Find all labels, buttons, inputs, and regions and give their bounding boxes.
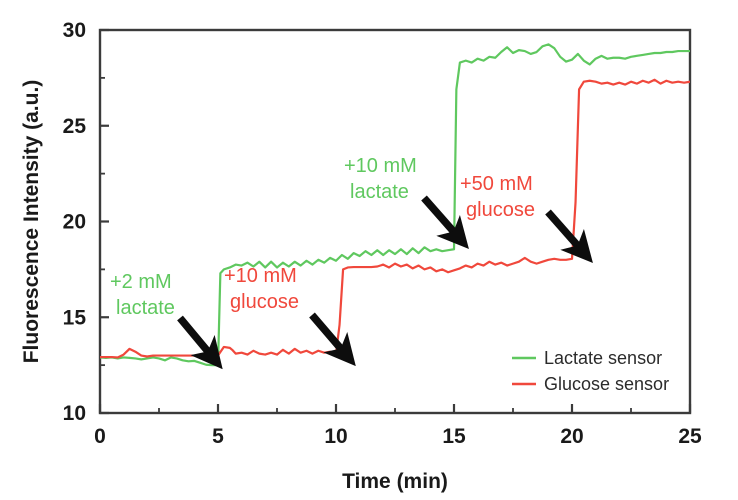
annotation-line-2: lactate (116, 297, 175, 319)
annotation-line-1: +10 mM (344, 155, 417, 177)
annotation-line-1: +10 mM (224, 265, 297, 287)
annotation-line-1: +50 mM (460, 173, 533, 195)
ann-10mm-glucose: +10 mM glucose (224, 265, 356, 367)
x-tick-label: 15 (442, 425, 466, 448)
y-tick-label: 20 (63, 211, 86, 234)
annotation-line-2: glucose (466, 199, 535, 221)
y-tick-label: 15 (63, 306, 87, 329)
ann-50mm-glucose: +50 mM glucose (460, 173, 593, 264)
annotation-arrow-icon (421, 195, 469, 250)
annotation-line-1: +2 mM (110, 271, 172, 293)
x-tick-label: 25 (678, 425, 702, 448)
annotation-line-2: glucose (230, 291, 299, 313)
series-line-lactate-sensor (100, 43, 690, 367)
annotation-arrow-icon (177, 315, 223, 370)
annotation-arrow-icon (309, 312, 356, 367)
y-tick-label: 10 (63, 402, 86, 425)
x-tick-label: 0 (94, 425, 106, 448)
annotation-arrow-icon (545, 209, 593, 264)
legend-label: Lactate sensor (544, 348, 662, 368)
y-tick-label: 30 (63, 19, 86, 42)
x-tick-label: 20 (560, 425, 583, 448)
x-axis-title: Time (min) (342, 470, 448, 493)
ann-10mm-lactate: +10 mM lactate (344, 155, 469, 250)
y-tick-label: 25 (63, 115, 87, 138)
annotation-line-2: lactate (350, 181, 409, 203)
series-line-glucose-sensor (100, 78, 690, 360)
y-axis-title: Fluorescence Intensity (a.u.) (20, 80, 43, 364)
x-tick-label: 5 (212, 425, 224, 448)
legend-label: Glucose sensor (544, 374, 669, 394)
x-tick-label: 10 (324, 425, 347, 448)
ann-2mm-lactate: +2 mM lactate (110, 271, 223, 370)
